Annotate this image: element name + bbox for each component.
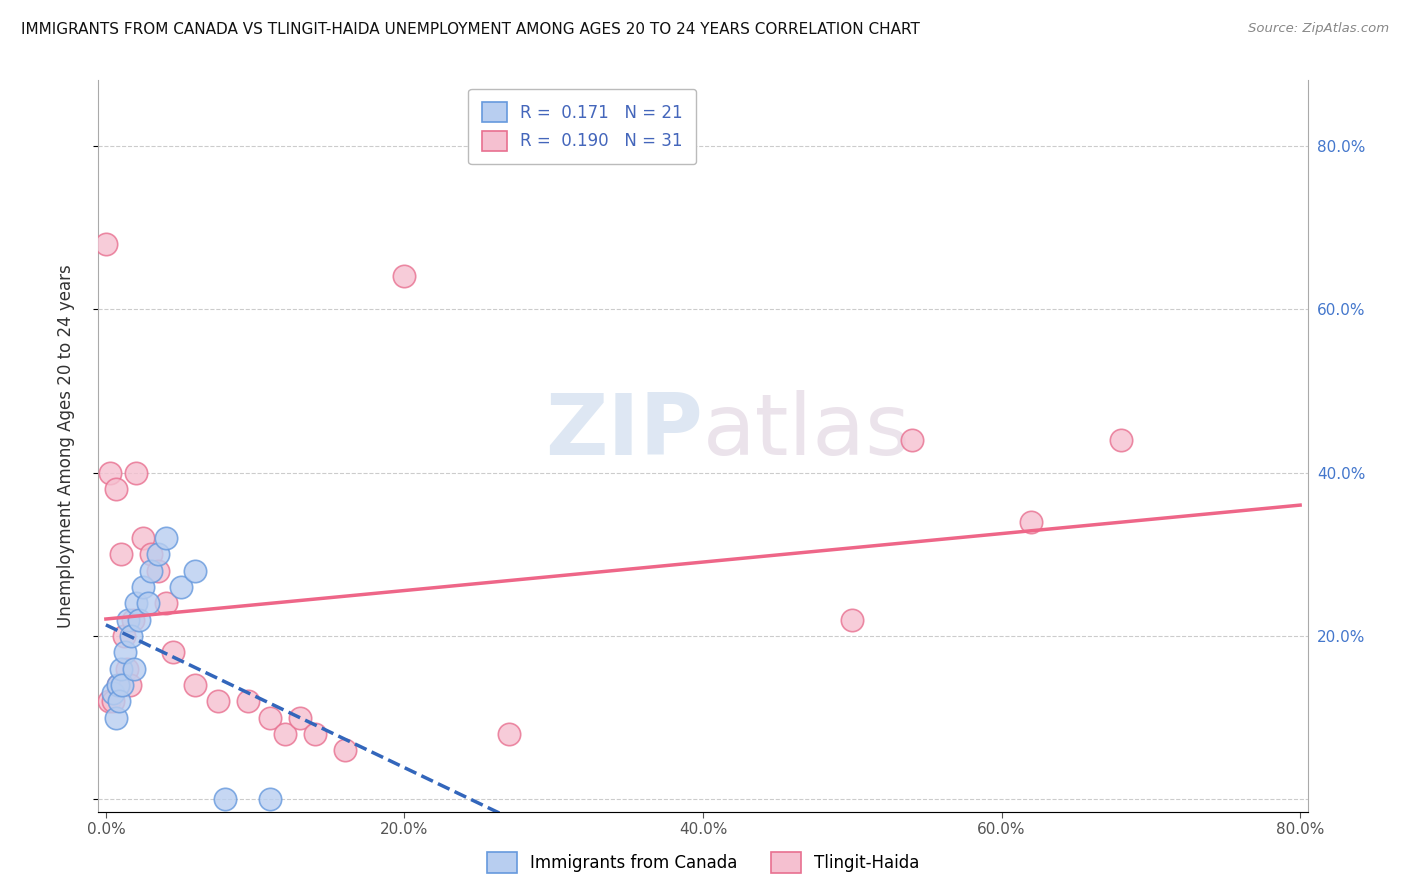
Point bbox=[114, 645, 136, 659]
Point bbox=[841, 613, 863, 627]
Legend: Immigrants from Canada, Tlingit-Haida: Immigrants from Canada, Tlingit-Haida bbox=[479, 846, 927, 880]
Point bbox=[236, 694, 259, 708]
Point bbox=[107, 678, 129, 692]
Point bbox=[304, 727, 326, 741]
Point bbox=[125, 596, 148, 610]
Point bbox=[121, 613, 143, 627]
Point bbox=[98, 466, 121, 480]
Point bbox=[1109, 433, 1132, 447]
Point bbox=[112, 629, 135, 643]
Point bbox=[117, 613, 139, 627]
Point bbox=[333, 743, 356, 757]
Point bbox=[274, 727, 297, 741]
Point bbox=[136, 596, 159, 610]
Text: ZIP: ZIP bbox=[546, 390, 703, 473]
Point bbox=[1021, 515, 1043, 529]
Text: atlas: atlas bbox=[703, 390, 911, 473]
Point bbox=[128, 613, 150, 627]
Point bbox=[105, 482, 128, 496]
Legend: R =  0.171   N = 21, R =  0.190   N = 31: R = 0.171 N = 21, R = 0.190 N = 31 bbox=[468, 88, 696, 164]
Point bbox=[132, 531, 155, 545]
Point bbox=[105, 711, 128, 725]
Point bbox=[288, 711, 311, 725]
Point bbox=[108, 694, 131, 708]
Point bbox=[111, 678, 134, 692]
Point bbox=[125, 466, 148, 480]
Y-axis label: Unemployment Among Ages 20 to 24 years: Unemployment Among Ages 20 to 24 years bbox=[56, 264, 75, 628]
Point bbox=[214, 792, 236, 806]
Point bbox=[120, 629, 142, 643]
Point bbox=[132, 580, 155, 594]
Text: IMMIGRANTS FROM CANADA VS TLINGIT-HAIDA UNEMPLOYMENT AMONG AGES 20 TO 24 YEARS C: IMMIGRANTS FROM CANADA VS TLINGIT-HAIDA … bbox=[21, 22, 920, 37]
Point bbox=[122, 662, 145, 676]
Point bbox=[169, 580, 191, 594]
Text: Source: ZipAtlas.com: Source: ZipAtlas.com bbox=[1249, 22, 1389, 36]
Point bbox=[184, 564, 207, 578]
Point bbox=[110, 662, 132, 676]
Point bbox=[901, 433, 924, 447]
Point bbox=[110, 547, 132, 561]
Point bbox=[259, 792, 281, 806]
Point bbox=[155, 596, 177, 610]
Point bbox=[146, 547, 169, 561]
Point bbox=[146, 564, 169, 578]
Point bbox=[118, 678, 141, 692]
Point bbox=[155, 531, 177, 545]
Point bbox=[162, 645, 184, 659]
Point bbox=[139, 564, 162, 578]
Point bbox=[97, 694, 120, 708]
Point bbox=[103, 694, 125, 708]
Point bbox=[107, 678, 129, 692]
Point bbox=[259, 711, 281, 725]
Point bbox=[94, 236, 117, 251]
Point bbox=[184, 678, 207, 692]
Point bbox=[394, 269, 416, 284]
Point bbox=[207, 694, 229, 708]
Point bbox=[498, 727, 520, 741]
Point bbox=[139, 547, 162, 561]
Point bbox=[103, 686, 125, 700]
Point bbox=[115, 662, 138, 676]
